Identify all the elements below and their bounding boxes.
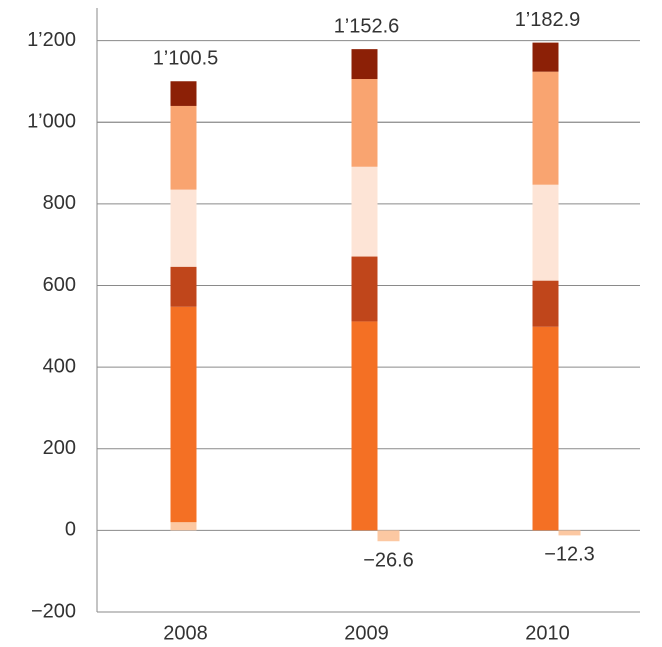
y-tick-label: 1’200 xyxy=(27,29,76,51)
bar-segment xyxy=(377,530,400,542)
bar-segment xyxy=(351,79,378,167)
x-tick-label: 2008 xyxy=(163,622,208,644)
bar-segment xyxy=(558,530,581,536)
labels: −200 0 200 400 600 800 1’200 1’000 2008 1’100.5 20… xyxy=(27,9,595,644)
bar-segment xyxy=(170,306,197,523)
bar-segment xyxy=(170,189,197,267)
bar-segment xyxy=(532,71,559,185)
total-label: 1’152.6 xyxy=(334,15,400,37)
y-tick-label: 0 xyxy=(65,519,76,541)
total-label: 1’182.9 xyxy=(515,9,581,31)
bar-segment xyxy=(170,266,197,307)
label-bg xyxy=(508,8,587,31)
y-tick-label: −200 xyxy=(31,600,76,622)
bar-segment xyxy=(532,326,559,531)
bar-segment xyxy=(532,184,559,281)
bar-segment xyxy=(532,42,559,72)
label-bg xyxy=(327,15,406,38)
y-tick-label: 800 xyxy=(43,192,76,214)
bar-segment xyxy=(351,49,378,80)
value-label: −26.6 xyxy=(363,550,414,572)
bars xyxy=(170,42,581,542)
total-label: 1’100.5 xyxy=(153,48,219,70)
x-tick-label: 2010 xyxy=(525,622,570,644)
y-tick-label: 600 xyxy=(43,274,76,296)
y-tick-label: 400 xyxy=(43,355,76,377)
bar-segment xyxy=(351,321,378,531)
bar-segment xyxy=(170,105,197,190)
bar-segment xyxy=(170,522,197,531)
bar-segment xyxy=(170,81,197,106)
bar-segment xyxy=(532,280,559,327)
bar-segment xyxy=(351,166,378,257)
y-tick-label: 200 xyxy=(43,437,76,459)
y-tick-label: 1’000 xyxy=(27,111,76,133)
x-tick-label: 2009 xyxy=(344,622,389,644)
label-bg xyxy=(146,47,225,70)
value-label: −12.3 xyxy=(544,544,595,566)
bar-segment xyxy=(351,256,378,322)
